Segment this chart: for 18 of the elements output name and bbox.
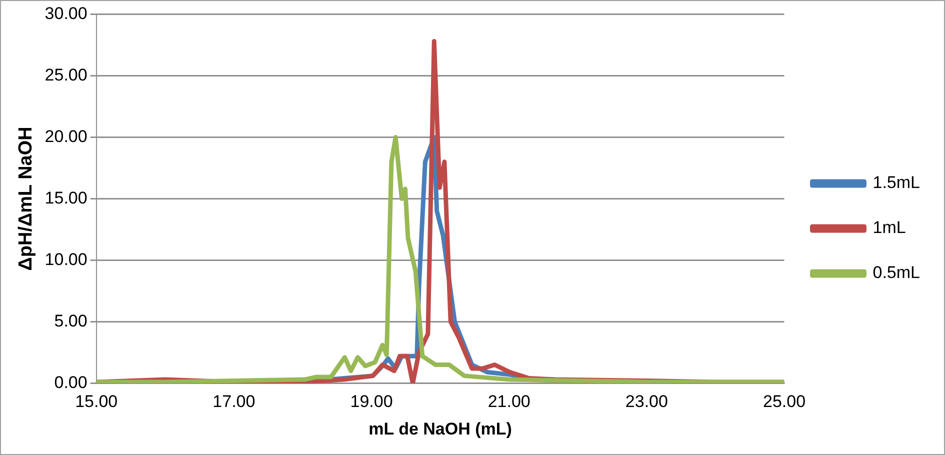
x-tick-label: 23.00: [625, 392, 668, 412]
y-tick-label: 10.00: [44, 250, 88, 269]
legend-label: 1mL: [872, 218, 906, 238]
legend-label: 0.5mL: [872, 263, 920, 282]
y-tick-label: 5.00: [54, 311, 88, 330]
x-axis-title: mL de NaOH (mL): [368, 419, 512, 438]
y-tick-label: 20.00: [44, 126, 88, 146]
y-tick-label: 25.00: [44, 65, 88, 84]
x-tick-label: 21.00: [488, 392, 530, 412]
y-axis-title: ΔpH/ΔmL NaOH: [16, 126, 37, 271]
x-tick-label: 17.00: [212, 392, 256, 412]
y-tick-label: 0.00: [54, 372, 88, 392]
y-tick-label: 30.00: [44, 4, 88, 23]
x-tick-label: 25.00: [762, 392, 806, 412]
x-tick-label: 19.00: [350, 392, 393, 412]
y-tick-label: 15.00: [44, 188, 88, 208]
x-tick-label: 15.00: [75, 392, 118, 412]
legend-label: 1.5mL: [872, 173, 920, 192]
